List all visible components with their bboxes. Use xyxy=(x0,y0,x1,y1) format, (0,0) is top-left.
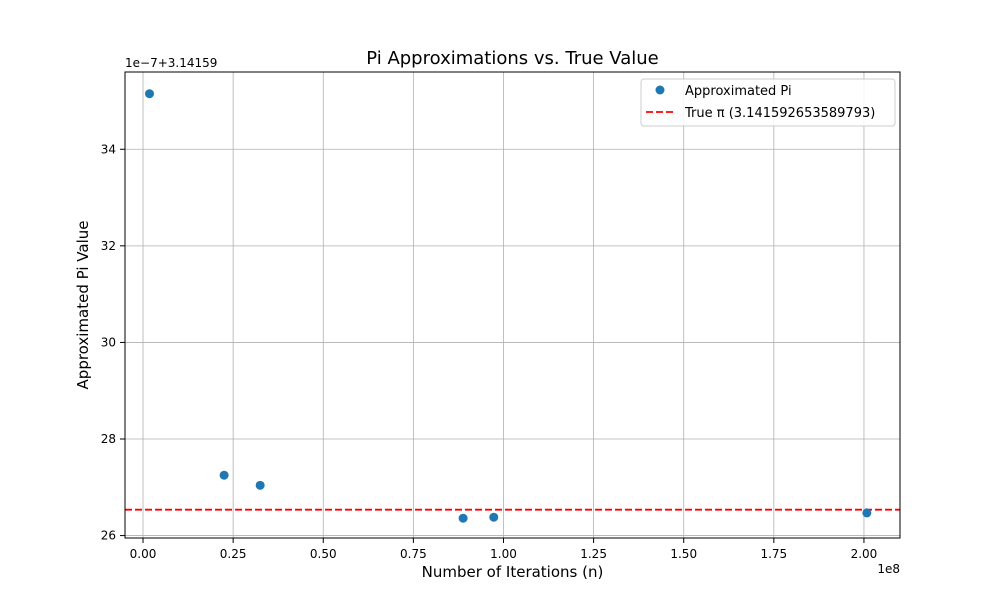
grid-lines xyxy=(125,72,900,538)
x-tick-label: 0.25 xyxy=(220,547,247,561)
y-tick-label: 32 xyxy=(101,239,116,253)
data-point xyxy=(219,470,229,480)
legend-label-approximated-pi: Approximated Pi xyxy=(685,84,792,99)
plot-frame xyxy=(124,71,901,539)
data-point xyxy=(458,513,468,523)
y-tick-label: 30 xyxy=(101,335,116,349)
legend: Approximated Pi True π (3.14159265358979… xyxy=(640,78,896,127)
x-tick-label: 2.00 xyxy=(851,547,878,561)
x-tick-label: 1.75 xyxy=(760,547,787,561)
x-tick-label: 0.75 xyxy=(400,547,427,561)
legend-label-true-pi: True π (3.141592653589793) xyxy=(684,106,875,121)
y-axis-label: Approximated Pi Value xyxy=(74,221,92,390)
legend-box xyxy=(640,78,896,127)
x-axis-label: Number of Iterations (n) xyxy=(422,563,604,581)
y-tick-label: 34 xyxy=(101,142,116,156)
plot-area xyxy=(125,72,900,538)
x-axis-offset-label: 1e8 xyxy=(877,562,900,576)
x-tick-label: 0.00 xyxy=(130,547,157,561)
data-points xyxy=(145,89,872,523)
x-tick-label: 0.50 xyxy=(310,547,337,561)
data-point xyxy=(255,480,265,490)
chart-title: Pi Approximations vs. True Value xyxy=(366,48,658,69)
data-point xyxy=(489,512,499,522)
x-tick-label: 1.25 xyxy=(580,547,607,561)
x-tick-label: 1.00 xyxy=(490,547,517,561)
y-tick-label: 28 xyxy=(101,432,116,446)
axis-ticks: 0.00 0.25 0.50 0.75 1.00 1.25 1.50 1.75 2.00 26 28… xyxy=(101,142,878,561)
x-tick-label: 1.50 xyxy=(670,547,697,561)
legend-marker-approximated-pi xyxy=(655,85,665,95)
data-point xyxy=(145,89,155,99)
y-tick-label: 26 xyxy=(101,529,116,543)
data-point xyxy=(862,508,872,518)
y-axis-offset-label: 1e−7+3.14159 xyxy=(125,56,217,70)
